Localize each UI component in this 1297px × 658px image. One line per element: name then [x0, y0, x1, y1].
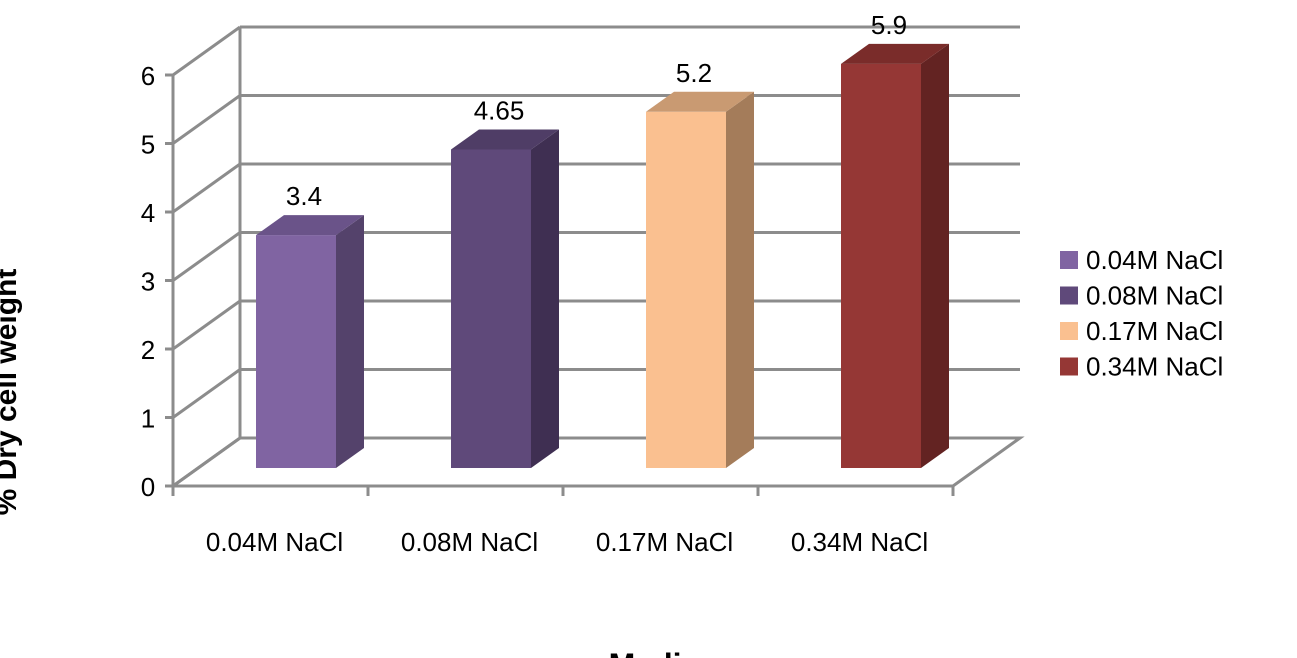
legend-swatch	[1060, 357, 1078, 376]
y-tick-label: 5	[141, 130, 155, 160]
legend-label: 0.08M NaCl	[1086, 281, 1223, 311]
x-tick-label: 0.04M NaCl	[206, 527, 343, 557]
legend-swatch	[1060, 322, 1078, 340]
legend-label: 0.04M NaCl	[1086, 245, 1223, 275]
bar	[646, 91, 754, 469]
legend-item: 0.34M NaCl	[1060, 352, 1223, 382]
bar-top	[256, 215, 364, 236]
bar-top	[646, 91, 754, 112]
bar-side	[531, 129, 559, 468]
data-labels: 3.4 4.65 5.2 5.9	[286, 10, 907, 211]
gridline-depth	[172, 299, 241, 351]
legend-item: 0.08M NaCl	[1060, 281, 1223, 311]
bar-front	[646, 111, 726, 469]
bar	[451, 129, 559, 468]
bar-side	[726, 91, 754, 469]
y-tick-label: 6	[141, 61, 155, 91]
y-axis-label: % Dry cell weight	[0, 269, 23, 516]
chart-bars	[256, 43, 949, 469]
x-axis-label: Media	[609, 647, 700, 658]
gridline-depth	[172, 231, 241, 282]
data-label: 5.9	[871, 10, 907, 40]
bar-front	[841, 63, 921, 468]
gridline-depth	[172, 94, 241, 145]
gridline-depth	[172, 25, 241, 77]
y-tick-label: 1	[141, 404, 155, 434]
data-label: 5.2	[676, 58, 712, 88]
bar	[841, 43, 949, 468]
legend-item: 0.04M NaCl	[1060, 245, 1223, 275]
y-tick-labels: 0 1 2 3 4 5 6	[141, 61, 155, 502]
chart-grid	[172, 25, 1020, 488]
data-label: 4.65	[474, 95, 525, 125]
bar-top	[451, 129, 559, 150]
chart-legend: 0.04M NaCl 0.08M NaCl 0.17M NaCl 0.34M NaC…	[1060, 245, 1223, 382]
bar-top	[841, 43, 949, 64]
legend-label: 0.34M NaCl	[1086, 352, 1223, 382]
gridline-depth	[172, 162, 241, 214]
x-tick-label: 0.08M NaCl	[401, 527, 538, 557]
legend-item: 0.17M NaCl	[1060, 316, 1223, 346]
x-tick-labels: 0.04M NaCl 0.08M NaCl 0.17M NaCl 0.34M NaCl	[206, 527, 928, 557]
gridline-depth	[172, 368, 241, 419]
bar-side	[336, 215, 364, 468]
bar-front	[256, 235, 336, 468]
y-tick-label: 3	[141, 267, 155, 297]
legend-label: 0.17M NaCl	[1086, 316, 1223, 346]
legend-swatch	[1060, 251, 1078, 269]
bar-front	[451, 149, 531, 468]
y-tick-label: 0	[141, 472, 155, 502]
bar-side	[921, 43, 949, 468]
chart-floor	[172, 436, 1025, 488]
y-tick-label: 4	[141, 198, 155, 228]
bar	[256, 215, 364, 468]
data-label: 3.4	[286, 181, 322, 211]
legend-swatch	[1060, 286, 1078, 305]
x-tick-label: 0.17M NaCl	[596, 527, 733, 557]
chart-axes	[165, 73, 1025, 496]
y-tick-label: 2	[141, 335, 155, 365]
x-tick-label: 0.34M NaCl	[791, 527, 928, 557]
